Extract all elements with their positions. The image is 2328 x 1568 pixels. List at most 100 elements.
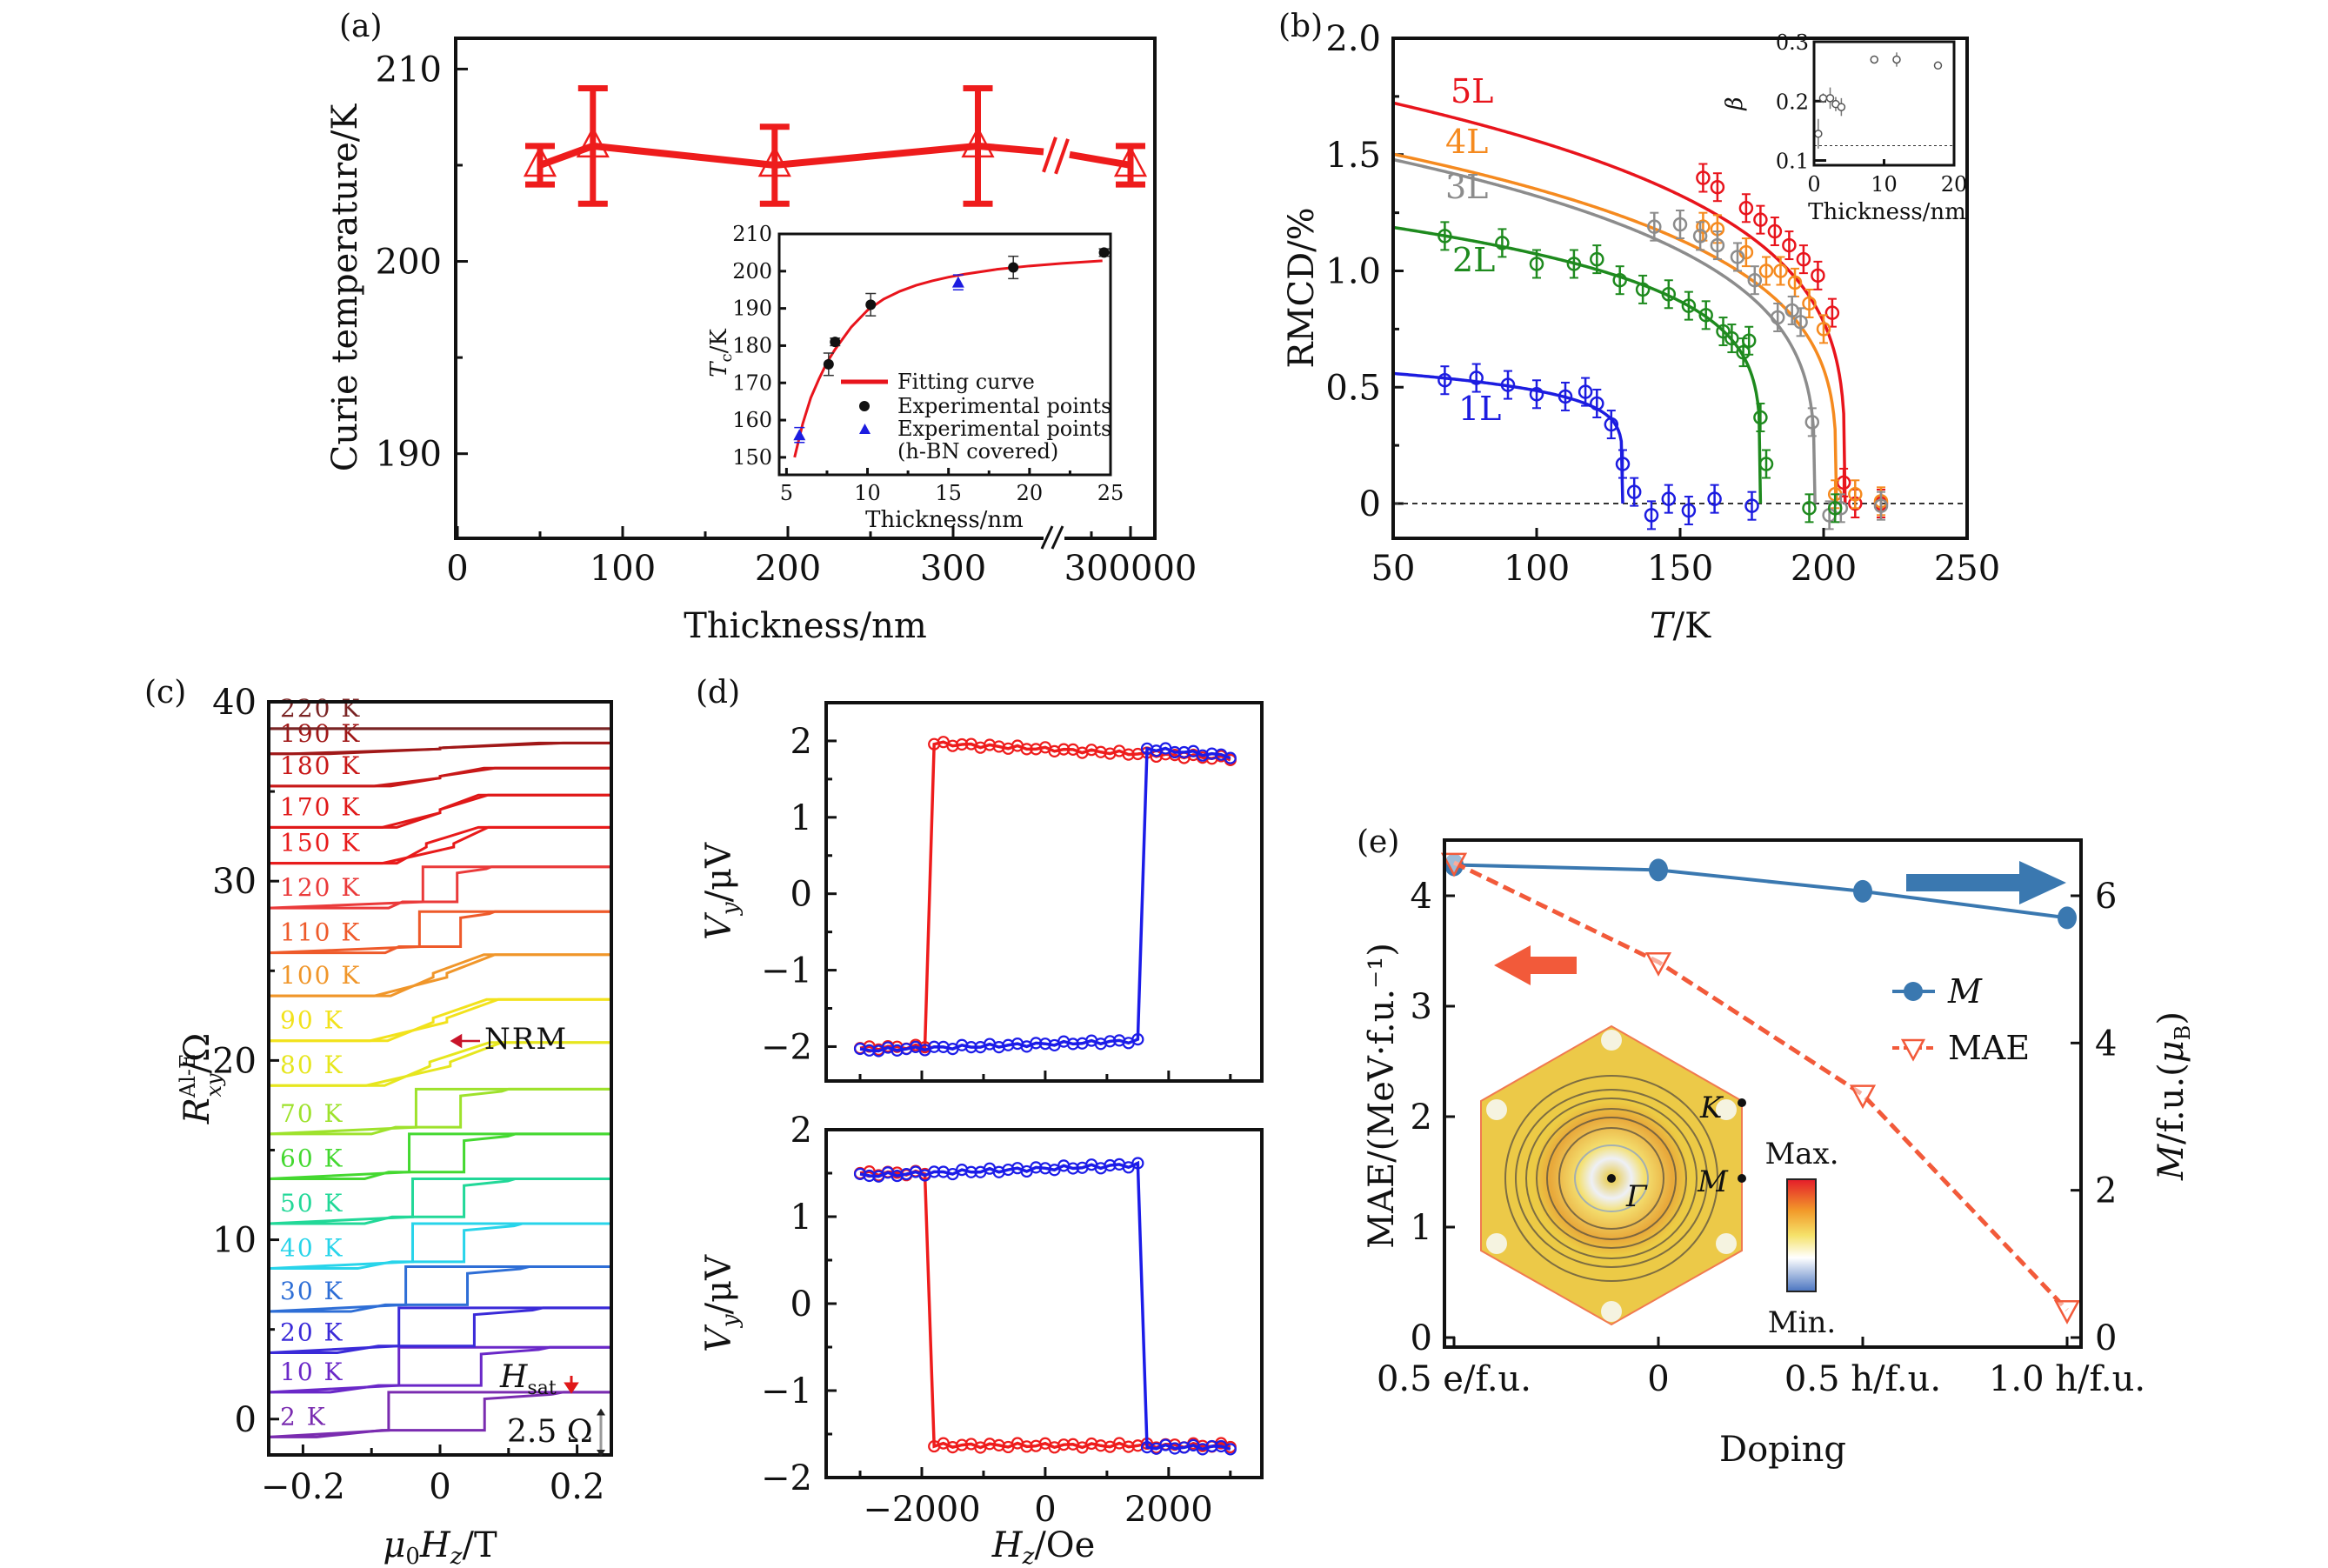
x-tick-label-a: 200 — [755, 549, 821, 589]
hysteresis-down-sweep — [268, 1222, 611, 1271]
x-tick-label-d: −2000 — [863, 1490, 980, 1530]
x-tick-label-a: 100 — [590, 549, 656, 589]
y-axis-title-b: RMCD/% — [1282, 207, 1322, 368]
data-point-sweep-up — [1104, 1035, 1117, 1048]
y-tick-label-e-left: 2 — [1411, 1098, 1432, 1138]
x-tick-label-a: 0 — [446, 549, 468, 589]
panel-label-a: (a) — [339, 9, 383, 44]
y-tick-label-e-right: 0 — [2095, 1318, 2117, 1358]
inset-a: 5 10 15 20 25 150 160 170 180 190 200 210 Thickness… — [706, 222, 1124, 533]
data-point-2L — [1529, 257, 1544, 271]
x-axis-title-a: Thickness/nm — [684, 606, 927, 646]
data-point-triangle — [961, 126, 995, 158]
temperature-label: 120 K — [280, 873, 361, 902]
experimental-point — [830, 337, 841, 348]
inset-y-tick-label-a: 180 — [732, 333, 772, 357]
inset-y-tick-label-a: 190 — [732, 297, 772, 321]
nrm-label: NRM — [484, 1022, 568, 1057]
hysteresis-down-sweep — [269, 953, 611, 998]
hysteresis-down-sweep — [268, 1177, 611, 1225]
temperature-label: 110 K — [280, 918, 361, 947]
beta-point — [1837, 103, 1846, 111]
y-tick-label-d: 2 — [790, 1111, 812, 1151]
beta-point — [1818, 94, 1828, 103]
y-tick-label-a: 190 — [376, 435, 442, 475]
scale-bar-cap-icon — [597, 1408, 605, 1416]
temperature-label: 80 K — [280, 1051, 344, 1079]
data-point-2L — [1698, 308, 1713, 323]
loop-line-sweep-up — [859, 1160, 1231, 1451]
data-point-MAE — [1644, 951, 1672, 977]
temperature-label: 150 K — [280, 829, 361, 857]
axes-frame-d-top — [824, 701, 1264, 1083]
data-point-sweep-down — [1057, 1438, 1071, 1451]
panel-label-b: (b) — [1278, 9, 1323, 44]
data-point-1L — [1744, 498, 1759, 513]
x-tick-label-b: 200 — [1791, 549, 1857, 589]
temperature-label: 40 K — [280, 1234, 344, 1263]
data-point-2L — [1566, 257, 1582, 271]
brillouin-zone-inset: Γ K M Max. Min. — [1480, 1024, 1839, 1340]
temperature-label: 2 K — [280, 1402, 327, 1431]
data-point-4L — [1758, 264, 1774, 278]
inset-y-tick-label-b: 0.1 — [1776, 150, 1809, 174]
x-axis-title-c: μ0Hz/T — [383, 1525, 497, 1568]
hsat-arrow-icon — [564, 1376, 579, 1394]
temperature-label: 180 K — [280, 751, 361, 780]
series-label-4L: 4L — [1445, 123, 1488, 161]
x-axis-title-d: Hz/Oe — [991, 1525, 1096, 1568]
beta-point — [1814, 130, 1823, 138]
data-point-3L — [1692, 229, 1708, 244]
data-point-2L — [1437, 229, 1452, 244]
data-point-5L — [1753, 212, 1768, 227]
y-tick-label-e-left: 1 — [1411, 1208, 1432, 1248]
hysteresis-down-sweep — [269, 998, 611, 1043]
hysteresis-down-sweep — [268, 1265, 611, 1313]
series-line-M — [1453, 863, 2068, 920]
temperature-label: 100 K — [280, 961, 361, 990]
y-tick-label-d: 0 — [790, 1284, 812, 1324]
data-point-sweep-down — [1122, 1440, 1135, 1453]
data-point-2L — [1716, 324, 1731, 339]
data-point-5L — [1796, 251, 1811, 267]
data-point-2L — [1661, 287, 1677, 302]
hysteresis-down-sweep — [268, 1345, 611, 1394]
data-point-2L — [1612, 272, 1627, 288]
fit-curve-3L — [1392, 157, 1817, 504]
inset-y-title-b: β — [1722, 97, 1748, 110]
temperature-label: 220 K — [280, 694, 361, 723]
y-tick-label-c: 0 — [235, 1400, 257, 1440]
hysteresis-down-sweep — [269, 766, 611, 788]
axes-frame-c — [267, 700, 613, 1457]
legend-label-mae: MAE — [1948, 1029, 2030, 1067]
inset-x-tick-label-b: 0 — [1807, 172, 1820, 197]
legend-label-m: M — [1947, 972, 1983, 1011]
x-tick-label-c: 0.2 — [550, 1467, 605, 1507]
y-tick-label-d: 1 — [790, 798, 812, 838]
data-point-5L — [1824, 305, 1840, 320]
axes-frame-d-bottom — [824, 1128, 1264, 1479]
x-tick-label-e: 1.0 h/f.u. — [1989, 1359, 2145, 1399]
y-tick-label-b: 1.5 — [1325, 136, 1381, 176]
scale-bar-label: 2.5 Ω — [507, 1414, 593, 1450]
data-point-4L — [1802, 296, 1817, 311]
inset-y-tick-label-b: 0.3 — [1776, 30, 1809, 55]
m-point — [1738, 1174, 1746, 1183]
temperature-label: 70 K — [280, 1099, 344, 1128]
panel-e: (e) 0.5 e/f.u. 0 0.5 h/f.u. 1.0 h/f.u.01234… — [1357, 824, 2195, 1470]
k-label: K — [1699, 1091, 1724, 1125]
hysteresis-down-sweep — [268, 1306, 611, 1354]
series-label-5L: 5L — [1451, 72, 1493, 110]
gamma-point — [1607, 1174, 1616, 1183]
y-tick-label-d: −1 — [761, 1371, 812, 1411]
beta-point — [1870, 55, 1878, 64]
legend-label-hbn: Experimental points — [897, 417, 1111, 441]
data-point-2L — [1753, 410, 1768, 425]
y-tick-label-c: 30 — [212, 862, 257, 902]
inset-y-tick-label-a: 200 — [732, 259, 772, 284]
data-point-3L — [1793, 315, 1808, 330]
x-tick-label-d: 2000 — [1124, 1490, 1213, 1530]
y-tick-label-d: −2 — [761, 1027, 812, 1067]
data-point-1L — [1604, 417, 1619, 432]
data-point-MAE — [1440, 852, 1468, 877]
